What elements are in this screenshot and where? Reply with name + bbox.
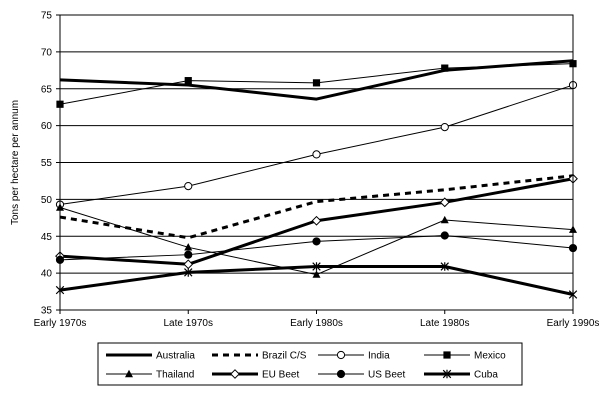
x-tick-label: Late 1980s — [420, 318, 470, 329]
legend-item-us-beet: US Beet — [318, 370, 405, 381]
data-point-thailand — [184, 243, 193, 251]
data-point-cuba — [440, 262, 449, 271]
legend-label: Mexico — [474, 351, 506, 362]
x-tick-label: Early 1970s — [34, 318, 87, 329]
series-india — [55, 80, 578, 209]
legend-marker — [125, 369, 133, 378]
data-point-thailand — [312, 270, 321, 278]
data-point-eu-beet — [183, 259, 194, 270]
series-group — [55, 59, 578, 299]
data-point-us-beet — [440, 231, 449, 240]
x-tick-label: Early 1990s — [547, 318, 600, 329]
legend-marker — [443, 351, 451, 359]
y-tick-label: 35 — [41, 306, 53, 317]
data-point-us-beet — [184, 250, 193, 259]
legend-marker — [230, 369, 240, 379]
series-thailand — [56, 203, 577, 278]
legend-label: India — [368, 351, 390, 362]
legend: Australia Brazil C/S India Mexico Thailand EU… — [97, 342, 523, 386]
legend-item-thailand: Thailand — [106, 370, 194, 381]
data-point-india — [440, 123, 449, 132]
legend-item-india: India — [318, 351, 390, 362]
data-point-mexico — [312, 79, 321, 87]
y-tick-label: 40 — [41, 269, 53, 280]
y-tick-label: 70 — [41, 47, 53, 58]
plot-area — [59, 14, 574, 311]
series-us-beet — [55, 231, 578, 264]
y-axis-label: Tons per hectare per annum — [10, 100, 21, 225]
data-point-mexico — [184, 77, 192, 85]
data-point-eu-beet — [311, 215, 322, 226]
legend-label: Cuba — [474, 370, 498, 381]
legend-label: Brazil C/S — [262, 351, 307, 362]
legend-marker — [442, 369, 452, 379]
data-point-thailand — [440, 215, 449, 224]
legend-marker — [336, 369, 346, 379]
series-brazil-c-s — [59, 174, 574, 240]
legend-label: Thailand — [156, 370, 194, 381]
y-tick-label: 55 — [41, 158, 53, 169]
x-tick-label: Early 1980s — [290, 318, 343, 329]
y-axis-ticks: 35 40 45 50 55 60 65 70 75 — [41, 11, 60, 317]
series-eu-beet — [55, 173, 578, 270]
y-tick-label: 50 — [41, 195, 53, 206]
legend-label: Australia — [156, 351, 195, 362]
data-point-eu-beet — [439, 197, 450, 208]
legend-box — [97, 342, 523, 386]
legend-item-cuba: Cuba — [424, 370, 498, 381]
data-point-india — [184, 182, 193, 191]
data-point-mexico — [441, 64, 449, 72]
data-point-cuba — [184, 268, 193, 277]
series-line-brazil-c-s — [59, 174, 574, 240]
x-tick-label: Late 1970s — [164, 318, 214, 329]
series-cuba — [55, 262, 578, 299]
legend-item-brazil-c-s: Brazil C/S — [212, 351, 307, 362]
data-point-us-beet — [312, 237, 321, 246]
data-point-india — [312, 150, 321, 159]
series-line-india — [59, 84, 574, 206]
x-axis-ticks: Early 1970s Late 1970s Early 1980s Late 198… — [34, 310, 600, 329]
data-point-cuba — [312, 262, 321, 271]
legend-label: EU Beet — [262, 370, 299, 381]
legend-item-eu-beet: EU Beet — [212, 369, 299, 381]
legend-item-mexico: Mexico — [424, 351, 506, 362]
y-tick-label: 75 — [41, 11, 53, 22]
legend-item-australia: Australia — [106, 351, 195, 362]
y-tick-label: 65 — [41, 84, 53, 95]
legend-marker — [336, 350, 346, 360]
legend-label: US Beet — [368, 370, 405, 381]
y-tick-label: 45 — [41, 232, 53, 243]
y-tick-label: 60 — [41, 121, 53, 132]
